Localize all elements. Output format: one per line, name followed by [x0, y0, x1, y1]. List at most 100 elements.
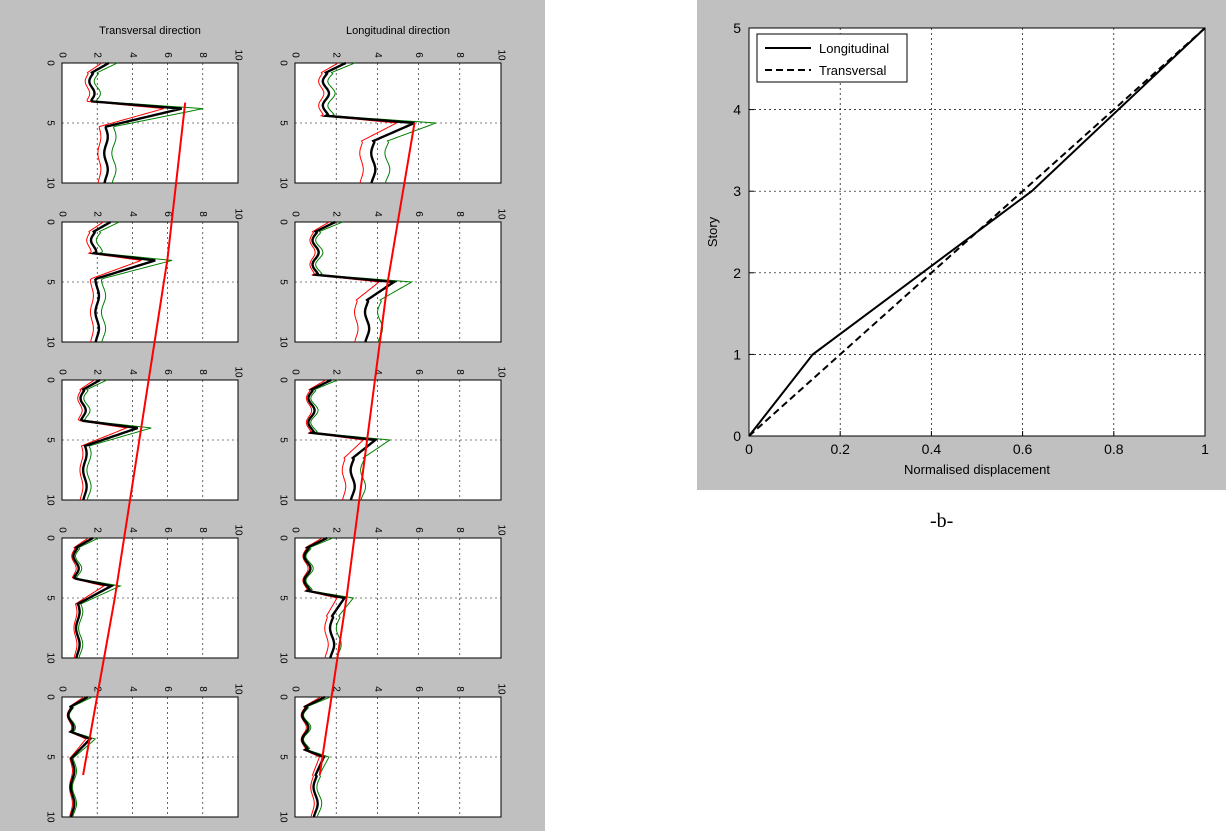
tick-label-x: 8 — [197, 52, 208, 58]
profile-upper-line — [315, 221, 414, 343]
subplot-transversal-2: 0 2 4 6 8 10 0 5 10 — [44, 208, 243, 348]
tick-label-x: 6 — [162, 686, 173, 692]
y-tick-label: 3 — [733, 183, 741, 199]
tick-label-x: 10 — [495, 683, 506, 695]
x-tick-label: 0 — [745, 441, 753, 457]
profile-lower-line — [71, 537, 106, 659]
tick-label-x: 4 — [372, 527, 383, 533]
col-title-longitudinal: Longitudinal direction — [346, 25, 450, 37]
legend-label-longitudinal: Longitudinal — [819, 41, 889, 56]
subplot-longitudinal-1: 0 2 4 6 8 10 0 5 10 — [277, 49, 506, 189]
tick-label-x: 10 — [232, 366, 243, 378]
legend-box — [756, 33, 908, 83]
tick-label-x: 8 — [197, 686, 208, 692]
tick-label-x: 2 — [92, 527, 103, 533]
tick-label-x: 0 — [56, 369, 67, 375]
tick-label-x: 0 — [289, 211, 300, 217]
trend-line-transversal — [82, 102, 187, 776]
tick-label-y: 0 — [44, 377, 55, 383]
trend-line-longitudinal — [318, 122, 416, 776]
tick-label-x: 8 — [197, 211, 208, 217]
tick-label-x: 2 — [92, 369, 103, 375]
y-tick-label: 5 — [733, 20, 741, 36]
tick-label-x: 0 — [289, 686, 300, 692]
tick-label-x: 0 — [56, 211, 67, 217]
subplot-longitudinal-4: 0 2 4 6 8 10 0 5 10 — [277, 524, 506, 664]
tick-label-x: 10 — [495, 366, 506, 378]
profile-mean-line — [88, 61, 182, 184]
tick-label-y: 5 — [277, 754, 288, 760]
tick-label-y: 10 — [277, 811, 288, 823]
tick-label-x: 10 — [495, 49, 506, 61]
subplot-longitudinal-3: 0 2 4 6 8 10 0 5 10 — [277, 366, 506, 506]
tick-label-x: 2 — [92, 211, 103, 217]
y-tick-label: 4 — [733, 102, 741, 118]
tick-label-x: 4 — [127, 369, 138, 375]
tick-label-y: 0 — [277, 377, 288, 383]
tick-label-y: 5 — [44, 120, 55, 126]
tick-label-y: 5 — [44, 279, 55, 285]
profile-lower-line — [86, 221, 142, 343]
tick-label-y: 5 — [277, 279, 288, 285]
y-tick-label: 0 — [733, 428, 741, 444]
profile-mean-line — [307, 378, 379, 501]
series-line-transversal — [748, 27, 1206, 437]
tick-label-y: 5 — [44, 754, 55, 760]
profile-lower-line — [305, 379, 365, 501]
tick-label-x: 6 — [413, 52, 424, 58]
series-line-longitudinal — [748, 27, 1206, 437]
tick-label-y: 10 — [44, 652, 55, 664]
tick-label-y: 5 — [277, 437, 288, 443]
subplot-transversal-3: 0 2 4 6 8 10 0 5 10 — [44, 366, 243, 506]
tick-label-y: 0 — [277, 219, 288, 225]
profile-lower-line — [302, 537, 338, 659]
tick-label-x: 2 — [331, 527, 342, 533]
tick-label-x: 0 — [56, 686, 67, 692]
x-tick-label: 0.4 — [922, 441, 942, 457]
tick-label-x: 0 — [289, 52, 300, 58]
tick-label-x: 10 — [232, 49, 243, 61]
tick-label-x: 8 — [454, 211, 465, 217]
profile-upper-line — [327, 62, 437, 184]
profile-mean-line — [89, 220, 156, 343]
figure-b-chart: 0 0.2 0.4 0.6 0.8 1 0 1 2 3 4 5 Normalised displacem… — [705, 20, 1209, 477]
tick-label-x: 6 — [413, 527, 424, 533]
tick-label-x: 10 — [232, 683, 243, 695]
tick-label-x: 4 — [127, 52, 138, 58]
x-axis-label: Normalised displacement — [904, 462, 1050, 477]
x-tick-label: 1 — [1201, 441, 1209, 457]
tick-label-x: 0 — [289, 527, 300, 533]
profile-lower-line — [309, 221, 381, 343]
tick-label-y: 5 — [44, 437, 55, 443]
tick-label-x: 10 — [232, 208, 243, 220]
tick-label-x: 6 — [413, 369, 424, 375]
profile-upper-line — [74, 537, 122, 659]
tick-label-y: 0 — [277, 535, 288, 541]
tick-label-x: 6 — [413, 211, 424, 217]
tick-label-y: 10 — [44, 811, 55, 823]
tick-label-x: 8 — [454, 527, 465, 533]
profile-upper-line — [302, 696, 331, 818]
tick-label-x: 6 — [162, 52, 173, 58]
tick-label-x: 6 — [162, 527, 173, 533]
y-axis-label: Story — [705, 216, 720, 247]
tick-label-x: 8 — [454, 52, 465, 58]
profile-upper-line — [93, 62, 204, 184]
tick-label-x: 2 — [331, 52, 342, 58]
tick-label-y: 5 — [277, 595, 288, 601]
col-title-transversal: Transversal direction — [99, 25, 201, 37]
tick-label-x: 4 — [127, 527, 138, 533]
tick-label-x: 4 — [372, 52, 383, 58]
tick-label-y: 10 — [277, 336, 288, 348]
tick-label-y: 10 — [277, 177, 288, 189]
tick-label-y: 10 — [44, 336, 55, 348]
tick-label-x: 6 — [413, 686, 424, 692]
legend: Longitudinal Transversal — [756, 33, 908, 83]
x-tick-label: 0.8 — [1104, 441, 1124, 457]
subplot-transversal-5: 0 2 4 6 8 10 0 5 10 — [44, 683, 243, 823]
profile-lower-line — [318, 62, 399, 184]
profile-mean-line — [67, 695, 93, 818]
tick-label-x: 6 — [162, 369, 173, 375]
tick-label-x: 4 — [372, 211, 383, 217]
tick-label-x: 4 — [127, 686, 138, 692]
